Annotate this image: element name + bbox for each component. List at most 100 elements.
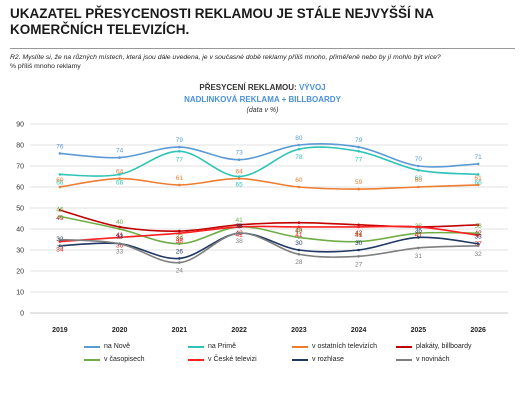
chart-units: (data v %) (246, 107, 279, 114)
data-point (357, 225, 360, 229)
data-point (357, 254, 360, 258)
y-tick-label: 80 (16, 143, 24, 150)
data-label: 68 (415, 175, 423, 182)
data-point (357, 150, 360, 153)
data-point (417, 225, 420, 229)
legend-label: v novinách (416, 356, 450, 363)
data-label: 61 (176, 175, 184, 182)
data-point (476, 242, 480, 245)
data-point (476, 244, 480, 248)
data-point (58, 152, 62, 155)
data-label: 64 (236, 169, 244, 176)
chart-title-value: VÝVOJ (298, 83, 326, 92)
data-label: 60 (56, 177, 64, 184)
data-point (237, 177, 241, 180)
legend-swatch (84, 345, 100, 348)
data-label: 66 (475, 179, 483, 186)
legend-item: v České televizi (188, 356, 257, 363)
data-label: 78 (295, 154, 303, 161)
data-point (178, 261, 181, 264)
data-point (357, 240, 360, 243)
y-tick-label: 40 (16, 227, 24, 234)
y-tick-label: 30 (16, 248, 24, 255)
legend-item: v rozhlase (292, 356, 344, 363)
data-label: 40 (116, 219, 124, 226)
data-label: 28 (295, 259, 303, 266)
data-point (417, 246, 420, 250)
data-label: 36 (295, 227, 303, 234)
data-point (178, 242, 181, 245)
data-point (297, 236, 301, 239)
data-point (476, 162, 480, 166)
data-label: 38 (236, 223, 244, 230)
data-label: 61 (475, 175, 483, 182)
data-label: 79 (176, 137, 184, 144)
x-tick-label: 2023 (291, 327, 307, 334)
data-label: 27 (355, 261, 363, 268)
data-label: 33 (475, 234, 483, 241)
title-divider (10, 48, 515, 49)
y-tick-label: 70 (16, 164, 24, 171)
data-label: 24 (176, 268, 184, 275)
data-point (417, 168, 420, 172)
data-point (58, 173, 62, 176)
y-tick-label: 60 (16, 185, 24, 192)
legend-item: plakáty, billboardy (396, 343, 472, 350)
legend-item: v časopisech (84, 356, 144, 363)
data-point (178, 150, 181, 153)
data-point (297, 147, 301, 151)
x-tick-label: 2021 (172, 327, 188, 334)
data-point (58, 185, 62, 189)
legend-label: v rozhlase (312, 356, 344, 363)
data-point (417, 164, 420, 168)
data-label: 59 (355, 179, 363, 186)
data-point (118, 225, 121, 229)
legend-item: na Nově (84, 343, 130, 350)
data-point (178, 183, 181, 187)
x-tick-label: 2026 (470, 327, 486, 334)
legend-label: na Primě (208, 343, 237, 350)
legend-swatch (188, 358, 204, 361)
legend-label: v České televizi (208, 356, 257, 363)
data-point (178, 145, 181, 149)
data-label: 30 (295, 240, 303, 247)
chart-title: PŘESYCENÍ REKLAMOU: VÝVOJ (0, 83, 525, 92)
series-line (59, 225, 479, 243)
data-point (118, 227, 121, 231)
data-point (476, 223, 480, 227)
legend-swatch (84, 358, 100, 361)
data-point (357, 187, 360, 191)
data-label: 76 (56, 143, 64, 150)
x-tick-label: 2019 (52, 327, 68, 334)
data-label: 79 (355, 137, 363, 144)
data-point (476, 234, 480, 237)
data-label: 74 (116, 148, 124, 155)
data-point (237, 175, 241, 178)
data-point (476, 231, 480, 235)
data-point (476, 183, 480, 187)
data-point (58, 244, 62, 248)
legend-label: v ostatních televizích (312, 343, 377, 350)
data-label: 66 (116, 179, 124, 186)
data-label: 64 (116, 169, 124, 176)
data-label: 73 (236, 150, 244, 157)
legend-swatch (292, 358, 308, 361)
data-point (476, 173, 480, 176)
data-label: 49 (56, 215, 64, 222)
data-label: 26 (176, 248, 184, 255)
data-label: 77 (176, 156, 184, 163)
series-line (59, 232, 479, 264)
data-label: 60 (295, 177, 303, 184)
chart-title-key: PŘESYCENÍ REKLAMOU: (199, 83, 297, 92)
data-point (297, 221, 301, 224)
data-point (118, 173, 121, 176)
data-point (297, 252, 301, 256)
data-label: 60 (415, 177, 423, 184)
data-label: 41 (295, 232, 303, 239)
y-tick-label: 10 (16, 290, 24, 297)
data-point (118, 236, 121, 239)
page-title: UKAZATEL PŘESYCENOSTI REKLAMOU JE STÁLE … (10, 6, 434, 37)
data-point (237, 231, 241, 235)
data-label: 31 (415, 253, 423, 260)
data-point (297, 143, 301, 147)
